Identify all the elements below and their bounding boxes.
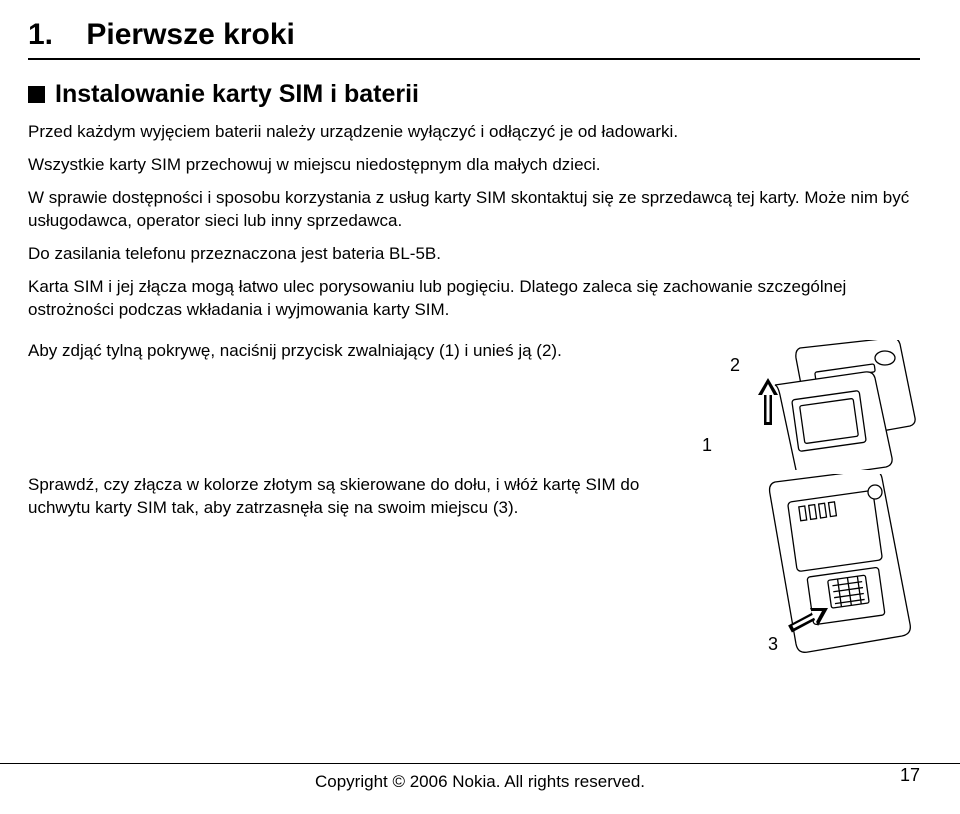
diagram-label-1: 1 xyxy=(702,435,712,456)
page-footer: Copyright © 2006 Nokia. All rights reser… xyxy=(0,763,960,792)
page-content: 1. Pierwsze kroki Instalowanie karty SIM… xyxy=(0,0,960,664)
section-title: Instalowanie karty SIM i baterii xyxy=(28,80,920,109)
chapter-number: 1. xyxy=(28,18,53,51)
bullet-square-icon xyxy=(28,86,45,103)
paragraph: Przed każdym wyjęciem baterii należy urz… xyxy=(28,121,920,144)
paragraph: Sprawdź, czy złącza w kolorze złotym są … xyxy=(28,474,700,520)
paragraph: Aby zdjąć tylną pokrywę, naciśnij przyci… xyxy=(28,340,700,363)
phone-sim-diagram: 3 xyxy=(720,474,920,664)
chapter-title: 1. Pierwsze kroki xyxy=(28,18,920,60)
section-title-text: Instalowanie karty SIM i baterii xyxy=(55,80,419,109)
paragraph: Karta SIM i jej złącza mogą łatwo ulec p… xyxy=(28,276,920,322)
copyright-text: Copyright © 2006 Nokia. All rights reser… xyxy=(0,772,960,792)
phone-cover-diagram: 2 1 xyxy=(720,340,920,470)
paragraph: W sprawie dostępności i sposobu korzysta… xyxy=(28,187,920,233)
diagram-label-2: 2 xyxy=(730,355,740,376)
paragraph: Do zasilania telefonu przeznaczona jest … xyxy=(28,243,920,266)
paragraph: Wszystkie karty SIM przechowuj w miejscu… xyxy=(28,154,920,177)
chapter-title-text: Pierwsze kroki xyxy=(86,18,294,51)
page-number: 17 xyxy=(900,765,920,786)
diagram-label-3: 3 xyxy=(768,634,778,655)
step-row-1: Aby zdjąć tylną pokrywę, naciśnij przyci… xyxy=(28,340,920,470)
step-row-2: Sprawdź, czy złącza w kolorze złotym są … xyxy=(28,474,920,664)
